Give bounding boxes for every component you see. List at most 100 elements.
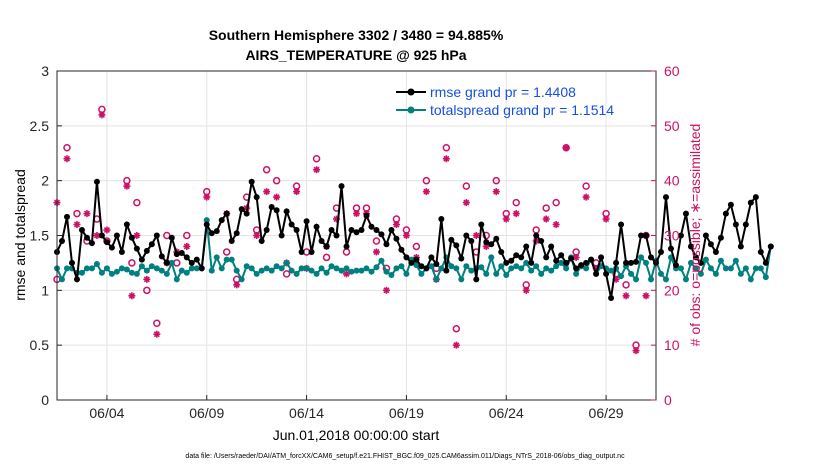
star-stroke [642, 292, 650, 299]
rmse-point [213, 228, 220, 235]
rmse-point [553, 257, 560, 264]
totalspread-point [548, 267, 555, 274]
totalspread-point [258, 267, 265, 274]
rmse-point [672, 262, 679, 269]
totalspread-point [518, 265, 525, 272]
totalspread-point [203, 217, 210, 224]
obs-assimilated-marker [472, 232, 480, 239]
rmse-point [223, 210, 230, 217]
rmse-point [503, 259, 510, 266]
rmse-point [757, 248, 764, 255]
totalspread-point [98, 269, 105, 276]
obs-possible-marker [133, 198, 141, 207]
rmse-point [662, 194, 669, 201]
rmse-point [488, 241, 495, 248]
totalspread-point [118, 265, 125, 272]
rmse-point [732, 221, 739, 228]
obs-assimilated-marker [442, 155, 450, 163]
obs-assimilated-marker [63, 155, 71, 163]
rmse-point [762, 259, 769, 266]
obs-possible-marker [143, 286, 151, 295]
star-stroke [123, 183, 130, 190]
obs-assimilated-marker [552, 221, 560, 229]
totalspread-point [153, 265, 160, 272]
totalspread-point [58, 276, 65, 283]
obs-assimilated-marker [103, 226, 111, 234]
rmse-point [453, 242, 460, 249]
rmse-point [648, 254, 655, 261]
y-left-tick-label: 1.5 [30, 228, 50, 244]
obs-possible-marker [512, 198, 520, 207]
totalspread-point [533, 263, 540, 270]
y-right-tick-label: 30 [664, 228, 680, 244]
rmse-point [458, 255, 465, 262]
star-stroke [523, 287, 530, 294]
rmse-point [243, 210, 250, 217]
totalspread-point [628, 270, 635, 277]
obs-possible-marker [282, 270, 291, 278]
rmse-point [657, 248, 664, 255]
totalspread-point [103, 265, 110, 272]
totalspread-point [523, 259, 530, 266]
totalspread-point [243, 263, 250, 270]
rmse-point [333, 232, 340, 239]
star-stroke [583, 194, 590, 201]
totalspread-point [188, 265, 195, 272]
obs-assimilated-marker [402, 232, 410, 239]
totalspread-point [413, 262, 420, 269]
obs-possible-marker [73, 209, 81, 218]
totalspread-point [303, 265, 310, 272]
rmse-point [528, 259, 535, 266]
rmse-point [83, 234, 90, 241]
rmse-point [613, 259, 620, 266]
totalspread-point [238, 276, 245, 283]
totalspread-point [732, 257, 739, 264]
y-axis-left-label: rmse and totalspread [12, 169, 28, 301]
rmse-point [692, 254, 699, 261]
star-stroke [128, 292, 135, 299]
obs-assimilated-marker [372, 248, 380, 256]
totalspread-point [687, 259, 694, 266]
totalspread-point [88, 265, 95, 272]
star-stroke [273, 194, 280, 201]
rmse-point [373, 227, 380, 234]
obs-assimilated-marker [392, 221, 400, 229]
totalspread-point [383, 268, 390, 275]
totalspread-point [178, 267, 185, 274]
rmse-point [378, 231, 385, 238]
obs-assimilated-marker [133, 232, 141, 239]
obs-assimilated-marker [562, 144, 570, 152]
rmse-point [218, 217, 225, 224]
totalspread-point [463, 263, 470, 270]
obs-assimilated-marker [353, 210, 360, 218]
star-stroke [453, 342, 460, 349]
rmse-point [618, 221, 625, 228]
rmse-point [303, 218, 310, 225]
x-tick-label: 06/09 [189, 405, 224, 421]
obs-assimilated-marker [622, 292, 630, 300]
totalspread-point [348, 268, 355, 275]
rmse-point [253, 194, 260, 201]
star-stroke [543, 216, 550, 223]
rmse-point [108, 244, 115, 251]
y-left-tick-label: 3 [41, 63, 49, 79]
obs-assimilated-marker [343, 270, 351, 278]
totalspread-point [712, 270, 719, 277]
rmse-point [283, 208, 290, 215]
obs-assimilated-marker [153, 330, 161, 338]
rmse-point [483, 239, 490, 246]
obs-possible-marker [552, 198, 560, 207]
rmse-point [288, 221, 295, 228]
totalspread-point [662, 276, 669, 283]
obs-assimilated-marker [313, 166, 321, 174]
x-tick-label: 06/24 [489, 405, 524, 421]
y-right-tick-label: 10 [664, 337, 680, 353]
obs-possible-marker [542, 204, 550, 212]
star-stroke [153, 331, 160, 338]
star-stroke [103, 226, 110, 234]
rmse-point [473, 276, 480, 283]
y-right-tick-label: 20 [664, 282, 680, 298]
star-stroke [373, 248, 380, 255]
star-stroke [93, 232, 100, 239]
